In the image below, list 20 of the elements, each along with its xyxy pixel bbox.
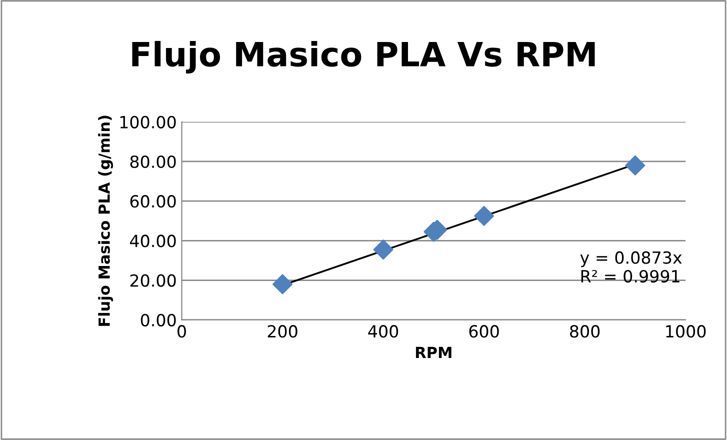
- point: [474, 206, 494, 226]
- y-tick-label: 40.00: [130, 234, 176, 248]
- chart-title: Flujo Masico PLA Vs RPM: [132, 40, 595, 74]
- y-tick-label: 100.00: [120, 116, 176, 128]
- y-axis-title: Flujo Masico PLA (g/min): [98, 116, 114, 326]
- x-tick-label: 200: [268, 325, 298, 338]
- point: [373, 240, 394, 260]
- annotation: y = 0.0873x R² = 0.9991: [580, 251, 682, 283]
- y-tick-label: 60.00: [130, 195, 176, 208]
- y-tick-label: 0.00: [140, 314, 176, 326]
- x-tick-label: 0: [178, 325, 186, 338]
- y-tick-label: 80.00: [130, 155, 176, 168]
- point: [272, 274, 293, 294]
- x-tick-label: 400: [368, 325, 398, 338]
- x-tick-label: 600: [469, 325, 499, 338]
- x-axis-title: RPM: [416, 346, 452, 358]
- x-tick-label: 1000: [666, 325, 706, 338]
- y-tick-label: 20.00: [130, 274, 176, 287]
- x-tick-label: 800: [570, 325, 600, 338]
- point: [625, 155, 646, 176]
